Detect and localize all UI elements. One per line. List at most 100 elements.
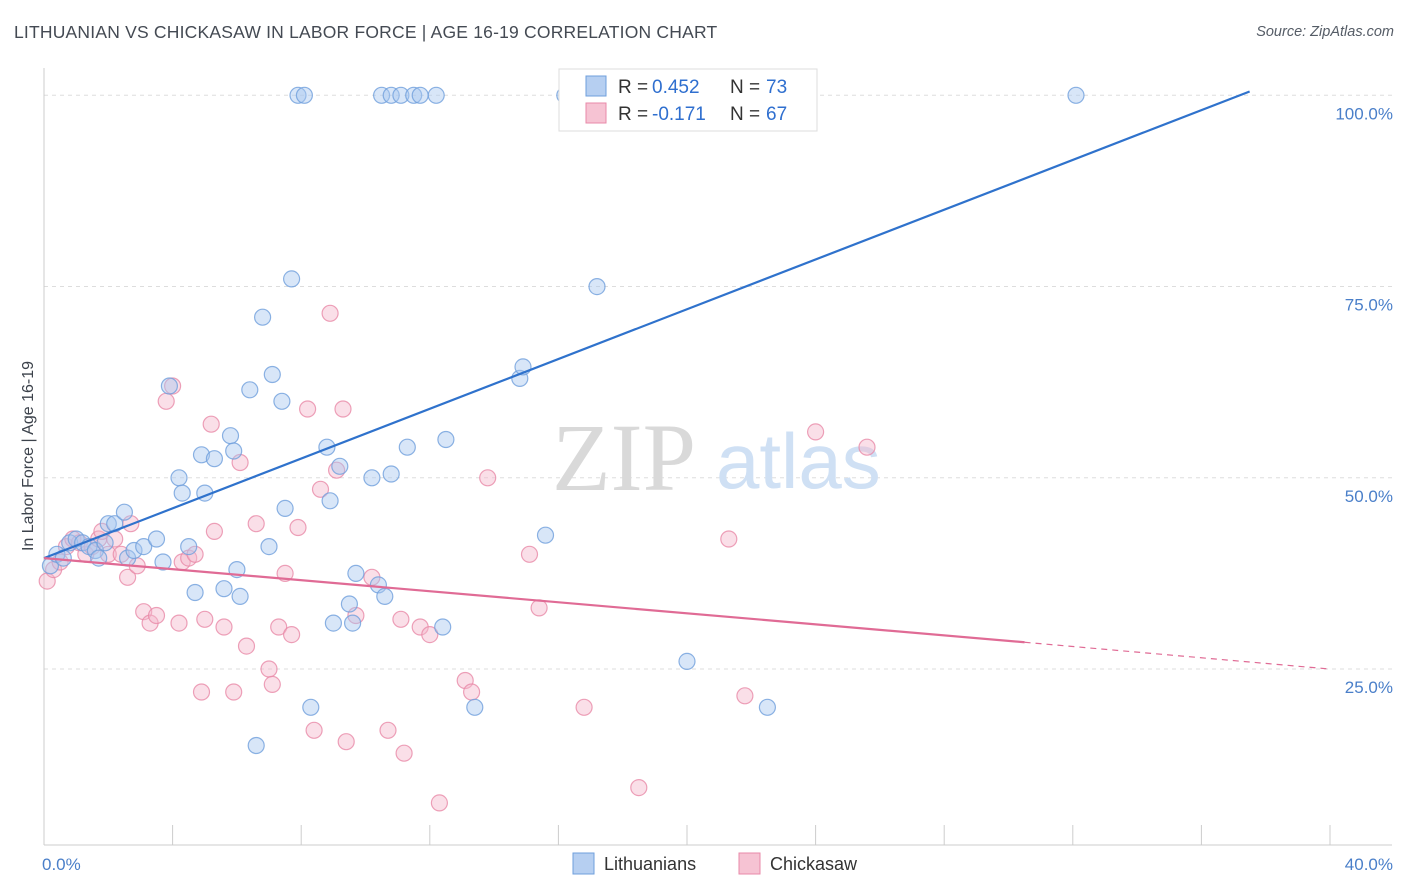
lithuanians-point-35 [263,365,281,384]
lithuanians-point-40 [295,86,313,104]
lithuanians-point-53 [382,86,400,104]
y-tick-label-2: 75.0% [1345,296,1393,315]
lithuanians-point-52 [373,86,391,104]
legend-swatch-lithuanians [585,75,607,97]
lithuanians-point-27 [221,427,240,445]
lithuanians-point-74 [1067,86,1085,104]
lithuanians-point-21 [180,537,198,556]
chickasaw-point-60 [575,698,593,716]
legend-n-value-1: 67 [766,104,787,125]
y-tick-labels: 25.0% 50.0% 75.0% 100.0% [1335,104,1393,697]
chickasaw-point-26 [196,610,214,628]
chickasaw-point-54 [430,794,448,812]
x-tick-labels: 0.0% 40.0% [42,855,1393,874]
lithuanians-point-72 [758,698,777,716]
chickasaw-point-29 [215,618,233,636]
chickasaw-point-30 [225,683,243,701]
chickasaw-point-40 [299,400,317,418]
chickasaw-point-63 [736,687,754,705]
bottom-legend: Lithuanians Chickasaw [572,852,858,875]
axes [43,68,1392,846]
chickasaw-point-39 [289,518,307,537]
chickasaw-point-21 [170,614,188,632]
chickasaw-point-28 [205,522,223,541]
lithuanians-point-37 [276,499,294,517]
legend-n-value-0: 73 [766,77,787,98]
y-tick-label-1: 50.0% [1345,487,1393,506]
chickasaw-point-58 [520,545,539,563]
lithuanians-point-18 [160,377,178,395]
lithuanians-point-25 [205,450,223,468]
lithuanians-point-15 [135,537,153,556]
chickasaw-point-25 [192,683,211,701]
bottom-legend-swatch-lithuanians [572,852,595,875]
chickasaw-point-34 [260,660,278,678]
chickasaw-point-18 [147,606,166,625]
legend-n-label-1: N = [730,104,760,125]
lithuanians-point-49 [363,469,381,487]
lithuanians-point-65 [536,526,555,544]
chickasaw-point-42 [311,480,330,498]
chickasaw-point-56 [463,683,481,701]
legend-r-value-0: 0.452 [652,77,700,98]
chickasaw-point-53 [421,625,439,644]
chickasaw-point-61 [630,778,648,797]
y-axis-label: In Labor Force | Age 16-19 [20,361,37,551]
legend-r-label-0: R = [618,77,648,98]
lithuanians-point-16 [147,530,166,548]
lithuanians-point-32 [247,736,265,755]
lithuanians-point-61 [437,430,455,449]
chickasaw-point-35 [263,675,281,694]
lithuanians-point-71 [678,652,696,671]
lithuanians-point-59 [398,438,416,456]
bottom-legend-swatch-chickasaw [738,852,761,875]
lithuanians-point-58 [382,465,400,483]
watermark-zip: ZIP [552,404,696,511]
lithuanians-point-56 [411,86,429,104]
lithuanians-point-68 [588,278,606,296]
bottom-legend-label-chickasaw: Chickasaw [770,854,858,874]
lithuanians-point-33 [254,308,272,326]
chickasaw-point-33 [247,515,265,533]
lithuanians-point-34 [260,537,278,556]
lithuanians-point-36 [273,392,291,410]
lithuanians-point-12 [115,503,134,521]
lithuanians-point-10 [99,515,117,533]
lithuanians-point-28 [225,442,243,460]
lithuanians-point-45 [331,457,349,475]
lithuanians-point-23 [192,446,211,464]
lithuanians-point-55 [405,86,423,104]
lithuanians-point-31 [241,381,259,399]
chickasaw-point-57 [479,469,497,487]
lithuanians-point-57 [427,86,445,104]
chickasaw-point-45 [334,400,352,418]
lithuanians-point-47 [344,614,362,632]
chickasaw-point-36 [270,618,288,636]
lithuanians-point-44 [324,614,342,632]
legend-box: R = 0.452 N = 73 R = -0.171 N = 67 [558,68,818,132]
chickasaw-point-32 [237,637,256,655]
chickasaw-point-65 [858,438,876,456]
bottom-legend-label-lithuanians: Lithuanians [604,854,696,874]
legend-swatch-chickasaw [585,102,607,124]
lithuanians-point-30 [231,587,249,606]
lithuanians-point-60 [434,618,452,636]
trend-lines [43,90,1331,670]
chickasaw-point-51 [395,744,413,762]
chickasaw-point-38 [283,625,301,644]
lithuanians-point-17 [154,553,172,571]
chickasaw-point-46 [337,733,355,751]
x-tick-label-1: 40.0% [1345,855,1393,874]
chickasaw-point-49 [379,721,397,739]
chickasaw-point-59 [530,599,548,617]
grid [44,94,1392,670]
chickasaw-point-62 [720,530,738,548]
lithuanians-point-43 [321,492,339,510]
lithuanians-point-20 [173,484,191,502]
chickasaw-point-64 [806,423,825,441]
lithuanians-point-38 [283,270,301,288]
trend-line-lithuanians [43,90,1251,560]
chickasaw-point-27 [202,415,220,433]
lithuanians-point-46 [340,595,358,613]
